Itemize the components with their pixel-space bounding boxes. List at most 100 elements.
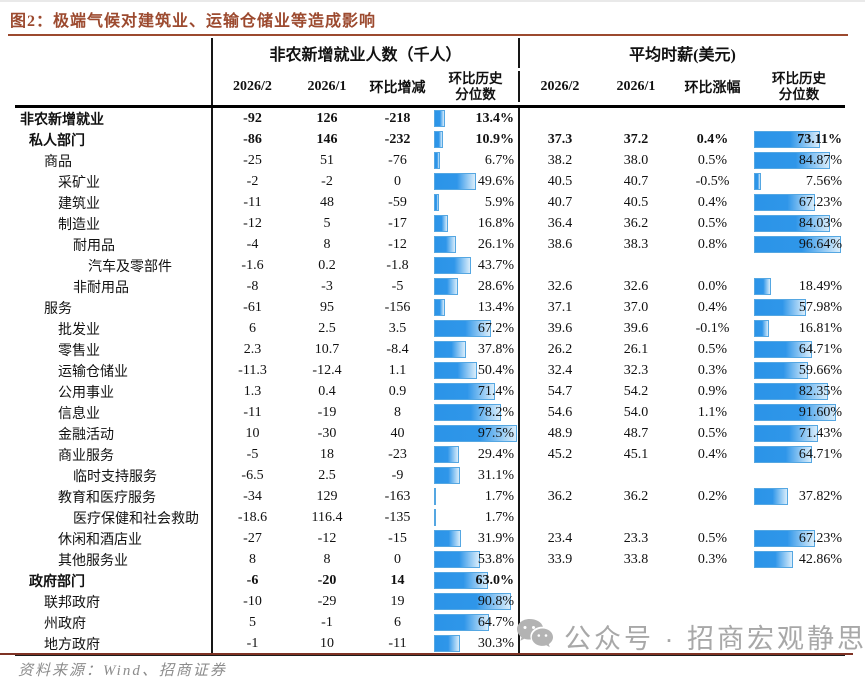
row-label: 教育和医疗服务 [15,486,213,507]
cell-wage-mom-gain: 0.3% [697,551,728,567]
cell-emp-2026-2: -8 [246,278,259,294]
emp-percentile-bar [434,383,495,400]
cell-wage-percentile: 96.64% [753,234,845,255]
cell-wage-mom-gain: 0.5% [697,341,728,357]
label-column-header [15,68,213,105]
cell-wage-mom-gain: 0.5% [697,152,728,168]
cell-wage-percentile [753,570,845,591]
cell-emp-percentile: 30.3% [433,633,520,654]
cell-wage-percentile: 16.81% [753,318,845,339]
table-row: 运输仓储业 -11.3 -12.4 1.1 50.4% 32.4 32.3 0.… [15,360,845,381]
cell-wage-percentile [753,255,845,276]
cell-wage-percentile [753,108,845,129]
cell-emp-percentile: 1.7% [433,486,520,507]
cell-emp-percentile: 63.0% [433,570,520,591]
row-label: 私人部门 [15,129,213,150]
cell-emp-2026-1: 129 [316,488,338,504]
cell-emp-2026-1: 18 [320,446,334,462]
group-header-wage: 平均时薪(美元) [629,47,736,64]
cell-wage-2026-2: 23.4 [547,530,573,546]
cell-wage-percentile: 18.49% [753,276,845,297]
table-row: 金融活动 10 -30 40 97.5% 48.9 48.7 0.5% 71.4… [15,423,845,444]
cell-emp-percentile: 31.9% [433,528,520,549]
cell-emp-2026-2: -34 [243,488,262,504]
cell-emp-mom-change: 3.5 [388,320,407,336]
row-label: 非农新增就业 [15,108,213,129]
emp-percentile-bar [434,110,446,127]
emp-percentile-bar [434,341,467,358]
table-row: 州政府 5 -1 6 64.7% [15,612,845,633]
cell-emp-percentile: 13.4% [433,297,520,318]
emp-percentile-bar [434,215,449,232]
row-label: 休闲和酒店业 [15,528,213,549]
cell-emp-percentile: 6.7% [433,150,520,171]
cell-emp-mom-change: 8 [394,404,401,420]
wage-percentile-bar [754,236,841,253]
table-row: 公用事业 1.3 0.4 0.9 71.4% 54.7 54.2 0.9% 82… [15,381,845,402]
cell-emp-2026-2: -11 [243,194,262,210]
cell-wage-percentile: 91.60% [753,402,845,423]
cell-wage-percentile: 73.11% [753,129,845,150]
cell-emp-2026-2: -4 [246,236,259,252]
cell-emp-percentile: 37.8% [433,339,520,360]
cell-emp-2026-1: 95 [320,299,334,315]
cell-emp-mom-change: 19 [390,593,405,609]
wage-percentile-bar [754,446,813,463]
table-row: 其他服务业 8 8 0 53.8% 33.9 33.8 0.3% 42.86% [15,549,845,570]
cell-wage-2026-1: 36.2 [623,488,649,504]
cell-wage-2026-1: 32.6 [623,278,649,294]
cell-wage-2026-2: 40.7 [547,194,573,210]
cell-wage-percentile: 37.82% [753,486,845,507]
cell-wage-2026-1: 45.1 [623,446,649,462]
cell-wage-2026-1: 26.1 [623,341,649,357]
cell-emp-2026-2: -61 [243,299,262,315]
cell-wage-percentile: 64.71% [753,339,845,360]
wage-percentile-bar [754,341,813,358]
cell-wage-percentile: 71.43% [753,423,845,444]
column-header-emp-2026-1: 2026/1 [307,78,347,94]
cell-emp-2026-1: 2.5 [318,320,336,336]
emp-percentile-bar [434,551,480,568]
cell-wage-2026-2: 32.6 [547,278,573,294]
cell-wage-percentile: 59.66% [753,360,845,381]
table-row: 零售业 2.3 10.7 -8.4 37.8% 26.2 26.1 0.5% 6… [15,339,845,360]
cell-wage-2026-2: 38.2 [547,152,573,168]
table-row: 批发业 6 2.5 3.5 67.2% 39.6 39.6 -0.1% 16.8… [15,318,845,339]
cell-wage-2026-2: 37.1 [547,299,573,315]
cell-emp-2026-2: -1 [246,635,259,651]
cell-wage-mom-gain: 0.5% [697,530,728,546]
wage-percentile-bar [754,320,770,337]
cell-wage-percentile: 84.87% [753,150,845,171]
cell-emp-2026-1: 116.4 [311,509,343,525]
table-row: 汽车及零部件 -1.6 0.2 -1.8 43.7% [15,255,845,276]
column-header-emp-2026-2: 2026/2 [233,78,272,94]
emp-percentile-bar [434,530,462,547]
cell-emp-2026-1: -2 [321,173,333,189]
cell-emp-2026-1: -20 [317,572,337,588]
table-row: 采矿业 -2 -2 0 49.6% 40.5 40.7 -0.5% 7.56% [15,171,845,192]
source-note: 资料来源：Wind、招商证券 [18,663,227,679]
cell-wage-2026-1: 37.2 [623,131,649,147]
cell-wage-2026-2: 26.2 [547,341,573,357]
row-label: 建筑业 [15,192,213,213]
cell-emp-mom-change: -17 [388,215,407,231]
emp-percentile-bar [434,362,477,379]
row-label: 公用事业 [15,381,213,402]
cell-wage-percentile: 64.71% [753,444,845,465]
label-column-spacer [15,38,213,68]
cell-wage-2026-1: 54.0 [623,404,649,420]
cell-emp-2026-2: -6 [246,572,259,588]
wage-percentile-bar [754,299,807,316]
cell-emp-mom-change: -12 [388,236,407,252]
table-row: 服务 -61 95 -156 13.4% 37.1 37.0 0.4% 57.9… [15,297,845,318]
wage-percentile-bar [754,404,837,421]
cell-wage-2026-2: 32.4 [547,362,573,378]
row-label: 非耐用品 [15,276,213,297]
cell-emp-2026-2: 2.3 [243,341,262,357]
cell-emp-2026-1: 0.2 [318,257,336,273]
cell-emp-percentile: 16.8% [433,213,520,234]
emp-percentile-bar [434,236,457,253]
cell-wage-percentile: 67.23% [753,528,845,549]
cell-emp-2026-2: -92 [243,110,262,126]
cell-wage-2026-1: 39.6 [623,320,649,336]
